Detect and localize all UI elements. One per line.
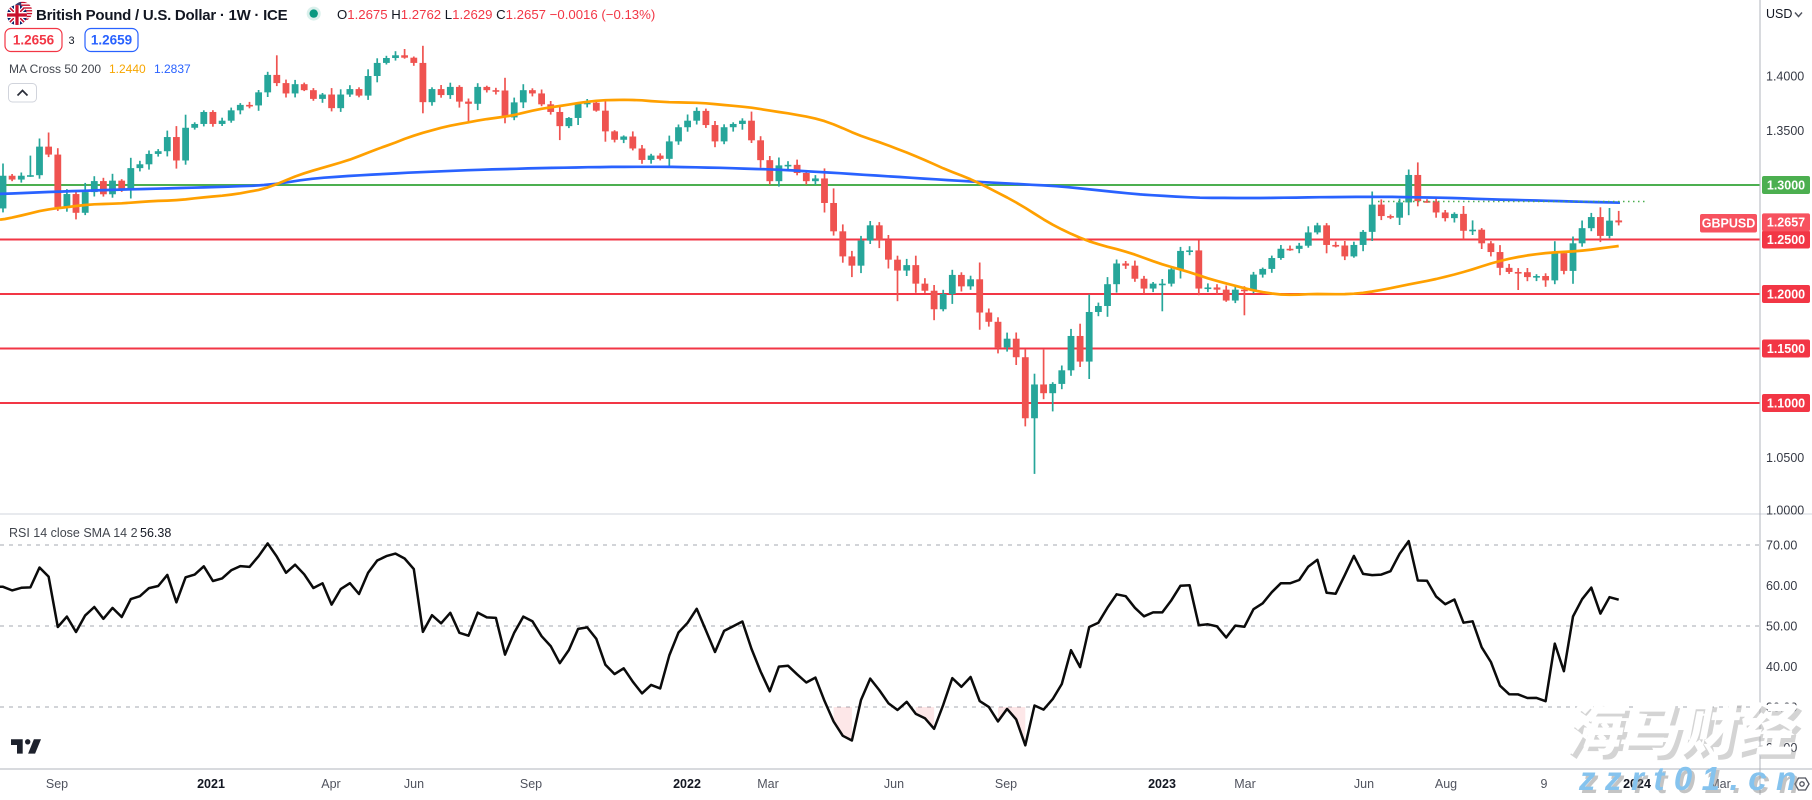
svg-text:2024: 2024 — [1623, 777, 1651, 791]
svg-text:Jun: Jun — [1354, 777, 1374, 791]
svg-text:Jun: Jun — [404, 777, 424, 791]
svg-text:MA Cross 50 200: MA Cross 50 200 — [9, 62, 101, 76]
svg-text:60.00: 60.00 — [1766, 579, 1797, 593]
svg-text:3: 3 — [68, 35, 74, 47]
svg-text:1.2657: 1.2657 — [1767, 216, 1805, 230]
svg-text:1.2500: 1.2500 — [1767, 233, 1805, 247]
svg-text:2022: 2022 — [673, 777, 701, 791]
svg-text:1.2000: 1.2000 — [1767, 287, 1805, 301]
svg-text:1.1000: 1.1000 — [1767, 396, 1805, 410]
svg-text:1.4000: 1.4000 — [1766, 69, 1804, 83]
svg-text:Sep: Sep — [46, 777, 68, 791]
svg-text:40.00: 40.00 — [1766, 660, 1797, 674]
svg-text:RSI 14 close SMA 14 2: RSI 14 close SMA 14 2 — [9, 526, 138, 540]
svg-text:2021: 2021 — [197, 777, 225, 791]
svg-text:British Pound / U.S. Dollar ·: British Pound / U.S. Dollar · 1W · ICE — [36, 7, 288, 24]
svg-text:1.0500: 1.0500 — [1766, 451, 1804, 465]
svg-text:Jun: Jun — [884, 777, 904, 791]
svg-text:Mar: Mar — [757, 777, 779, 791]
svg-text:Mar: Mar — [1234, 777, 1256, 791]
svg-text:70.00: 70.00 — [1766, 538, 1797, 552]
svg-text:USD: USD — [1766, 7, 1792, 21]
svg-text:1.0000: 1.0000 — [1766, 503, 1804, 517]
svg-text:Sep: Sep — [995, 777, 1017, 791]
svg-text:1.2837: 1.2837 — [154, 62, 191, 76]
svg-text:Sep: Sep — [520, 777, 542, 791]
svg-text:zzrt01.cn: zzrt01.cn — [1581, 763, 1809, 795]
svg-text:1.2656: 1.2656 — [13, 33, 55, 48]
svg-text:2023: 2023 — [1148, 777, 1176, 791]
svg-text:50.00: 50.00 — [1766, 619, 1797, 633]
svg-text:1.3000: 1.3000 — [1767, 178, 1805, 192]
svg-text:Mar: Mar — [1709, 777, 1731, 791]
svg-text:1.1500: 1.1500 — [1767, 342, 1805, 356]
svg-text:9: 9 — [1541, 777, 1548, 791]
svg-text:Apr: Apr — [321, 777, 340, 791]
svg-text:1.2440: 1.2440 — [109, 62, 146, 76]
svg-text:56.38: 56.38 — [140, 526, 171, 540]
svg-text:1.2659: 1.2659 — [91, 33, 132, 48]
svg-text:O1.2675 H1.2762 L1.2629 C1.265: O1.2675 H1.2762 L1.2629 C1.2657 −0.0016 … — [337, 7, 655, 22]
svg-text:1.3500: 1.3500 — [1766, 124, 1804, 138]
svg-text:GBPUSD: GBPUSD — [1702, 216, 1755, 230]
svg-text:Aug: Aug — [1435, 777, 1457, 791]
svg-text:zzrt01.cn: zzrt01.cn — [1578, 760, 1806, 795]
